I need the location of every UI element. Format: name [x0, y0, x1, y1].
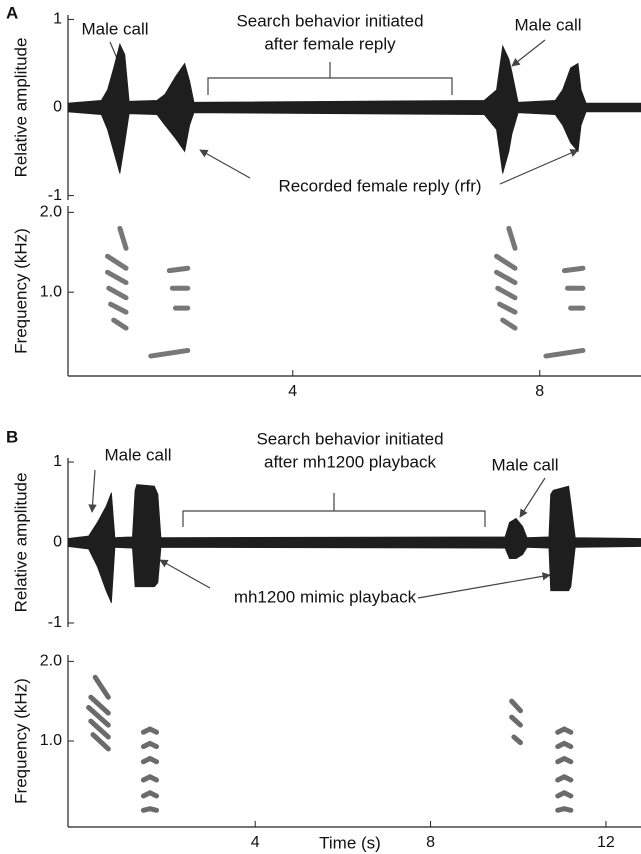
annotation: Male call — [81, 19, 148, 38]
arrow — [511, 39, 546, 67]
bracket — [207, 62, 453, 95]
annotation: Male call — [514, 15, 581, 34]
spectrogram-trace — [88, 718, 111, 740]
spectrogram-trace — [106, 285, 129, 301]
spectrogram-trace — [506, 225, 518, 251]
spectrogram-trace — [511, 734, 523, 746]
bracket — [182, 493, 486, 527]
y-axis-label: Relative amplitude — [11, 38, 30, 178]
x-tick-label: 12 — [597, 834, 615, 851]
y-tick-label: 1 — [53, 453, 62, 470]
annotation: Male call — [104, 445, 171, 464]
x-tick-label: 4 — [251, 834, 260, 851]
y-axis-label: Frequency (kHz) — [11, 678, 30, 804]
spectrogram-trace — [494, 269, 518, 286]
arrow — [499, 149, 579, 185]
arrow — [88, 469, 97, 513]
spectrogram-trace — [166, 265, 191, 274]
y-axis-label: Frequency (kHz) — [11, 228, 30, 354]
spectrogram-trace — [90, 732, 111, 752]
spectrogram-trace — [555, 740, 574, 750]
spectrogram-trace — [92, 674, 111, 700]
arrow — [159, 559, 211, 589]
spectrogram-trace — [140, 755, 160, 765]
spectrogram-trace — [117, 225, 129, 251]
waveform-envelope — [67, 542, 641, 604]
annotation: after mh1200 playback — [264, 452, 436, 471]
spectrogram-trace — [543, 347, 586, 359]
spectrogram-trace — [500, 317, 518, 331]
spectrogram-trace — [140, 806, 160, 813]
spectrogram-trace — [555, 806, 574, 813]
spectrogram-trace — [88, 694, 111, 716]
spectrogram-trace — [509, 698, 523, 714]
spectrogram-trace — [555, 726, 574, 735]
annotation: mh1200 mimic playback — [234, 587, 417, 606]
y-tick-label: 1.0 — [40, 732, 62, 749]
spectrogram-trace — [140, 774, 160, 783]
spectrogram-trace — [140, 789, 160, 799]
arrow — [417, 572, 551, 599]
spectrogram-trace — [105, 269, 129, 286]
annotation: Recorded female reply (rfr) — [278, 176, 481, 195]
x-tick-label: 8 — [426, 834, 435, 851]
spectrogram-trace — [86, 705, 111, 728]
arrow — [199, 149, 251, 179]
panel-label: B — [6, 427, 18, 446]
spectrogram-trace — [509, 714, 523, 728]
spectrogram-trace — [148, 347, 191, 359]
y-tick-label: 2.0 — [40, 653, 62, 670]
x-tick-label: 8 — [535, 383, 544, 400]
spectrogram-trace — [140, 740, 160, 750]
y-tick-label: 0 — [53, 534, 62, 551]
x-axis-label: Time (s) — [319, 833, 381, 852]
annotation: Male call — [491, 455, 558, 474]
y-axis-label: Relative amplitude — [11, 473, 30, 613]
spectrogram-trace — [108, 301, 129, 315]
y-tick-label: 1.0 — [40, 283, 62, 300]
spectrogram-trace — [555, 774, 574, 783]
y-tick-label: -1 — [48, 187, 62, 204]
spectrogram-trace — [105, 253, 129, 271]
y-tick-label: 1 — [53, 11, 62, 28]
arrow — [519, 477, 546, 518]
spectrogram-trace — [561, 265, 586, 274]
spectrogram-trace — [555, 755, 574, 765]
y-tick-label: -1 — [48, 614, 62, 631]
waveform-envelope — [67, 107, 641, 174]
panel-label: A — [6, 3, 18, 22]
annotation: after female reply — [264, 34, 396, 53]
waveform-envelope — [67, 42, 641, 108]
spectrogram-trace — [555, 789, 574, 799]
annotation: Search behavior initiated — [236, 11, 423, 30]
waveform-envelope — [67, 484, 641, 543]
x-tick-label: 4 — [288, 383, 297, 400]
spectrogram-trace — [495, 285, 518, 301]
spectrogram-trace — [494, 253, 518, 271]
spectrogram-trace — [111, 317, 129, 331]
annotation: Search behavior initiated — [256, 429, 443, 448]
y-tick-label: 2.0 — [40, 204, 62, 221]
spectrogram-trace — [140, 726, 160, 735]
y-tick-label: 0 — [53, 99, 62, 116]
spectrogram-trace — [497, 301, 518, 315]
